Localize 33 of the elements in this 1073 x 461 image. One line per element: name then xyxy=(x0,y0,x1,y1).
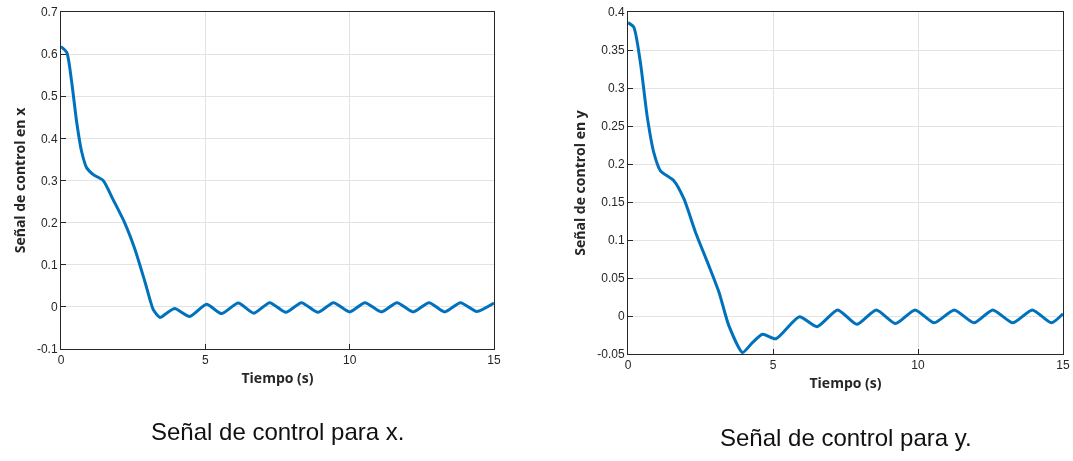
y-tick-label: 0.5 xyxy=(40,89,58,104)
y-tick-label: 0.25 xyxy=(601,119,625,134)
y-tick-label: 0.4 xyxy=(40,131,58,146)
y-tick-label: 0.05 xyxy=(601,271,625,286)
y-tick-label: 0.3 xyxy=(607,81,625,96)
y-tick-label: 0.2 xyxy=(607,157,625,172)
y-tick-label: 0.7 xyxy=(40,5,58,20)
x-tick-label: 15 xyxy=(487,353,501,368)
y-tick-label: -0.05 xyxy=(597,347,625,362)
x-tick-label: 5 xyxy=(769,358,777,373)
y-tick-label: 0.4 xyxy=(607,5,625,20)
y-tick-label: 0.2 xyxy=(40,215,58,230)
x-tick-label: 10 xyxy=(342,353,357,368)
x-axis-title: Tiempo (s) xyxy=(809,372,882,392)
y-tick-label: 0.35 xyxy=(601,43,625,58)
y-axis-title: Señal de control en y xyxy=(569,110,589,256)
y-axis-title: Señal de control en x xyxy=(9,106,29,254)
x-axis-title: Tiempo (s) xyxy=(241,367,314,387)
x-tick-label: 10 xyxy=(911,358,925,373)
x-tick-label: 5 xyxy=(201,353,209,368)
line-series xyxy=(61,45,494,319)
y-tick-label: 0 xyxy=(50,300,58,315)
y-tick-label: 0.1 xyxy=(607,233,625,248)
y-tick-label: 0.15 xyxy=(601,195,625,210)
y-tick-label: 0 xyxy=(617,309,625,324)
y-tick-label: 0.1 xyxy=(40,257,58,272)
text: Señal de control para y. xyxy=(720,424,972,451)
y-tick-label: -0.1 xyxy=(36,342,58,357)
text: Señal de control para x. xyxy=(151,418,405,445)
x-tick-label: 15 xyxy=(1056,358,1070,373)
y-tick-label: 0.6 xyxy=(40,47,58,62)
line-series xyxy=(628,21,1063,354)
y-tick-label: 0.3 xyxy=(40,173,58,188)
